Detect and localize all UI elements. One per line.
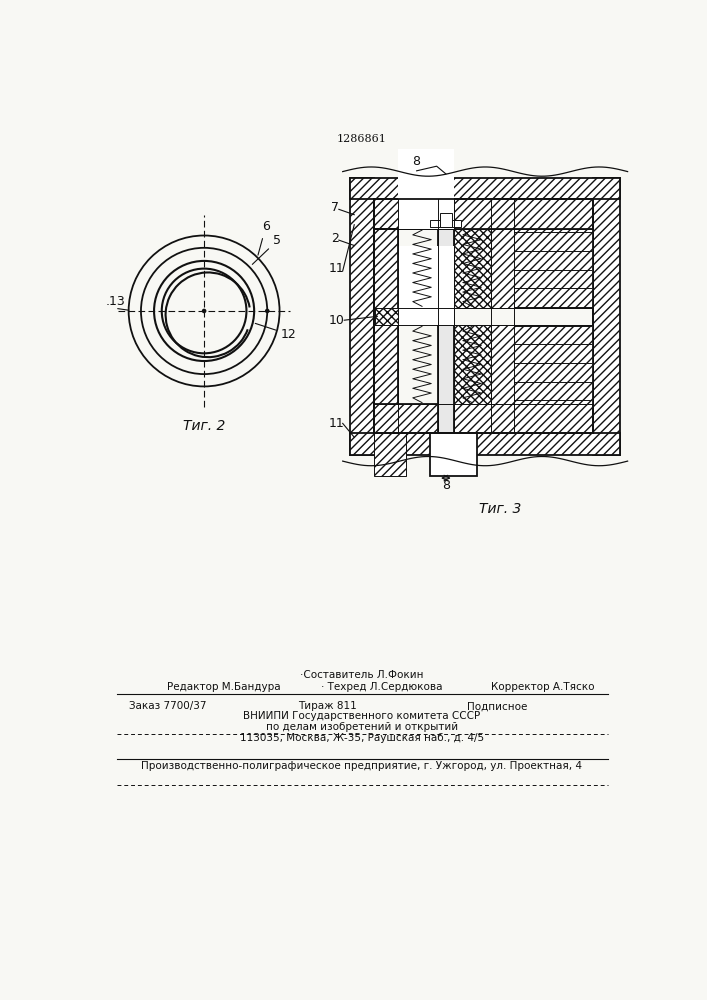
Bar <box>431 220 461 227</box>
Text: Τиг. 2: Τиг. 2 <box>183 419 226 433</box>
Text: ВНИИПИ Государственного комитета СССР: ВНИИПИ Государственного комитета СССР <box>243 711 481 721</box>
Text: Тираж 811: Тираж 811 <box>298 701 357 711</box>
Text: · Техред Л.Сердюкова: · Техред Л.Сердюкова <box>321 682 443 692</box>
Bar <box>351 178 373 455</box>
Circle shape <box>201 309 206 313</box>
Bar <box>351 433 620 455</box>
Text: 8: 8 <box>412 155 420 168</box>
Text: 2: 2 <box>331 232 339 245</box>
Text: 11: 11 <box>329 262 344 275</box>
Text: 7: 7 <box>331 201 339 214</box>
Bar <box>398 149 454 229</box>
Text: Подписное: Подписное <box>467 701 528 711</box>
Text: 8: 8 <box>442 479 450 492</box>
Bar <box>373 404 593 433</box>
Text: по делам изобретений и открытий: по делам изобретений и открытий <box>266 722 458 732</box>
Circle shape <box>265 309 269 313</box>
Text: Корректор А.Тяско: Корректор А.Тяско <box>491 682 594 692</box>
Bar <box>491 325 593 404</box>
Bar <box>431 433 477 476</box>
Bar <box>373 433 406 476</box>
Bar <box>454 325 491 404</box>
Bar <box>491 229 593 308</box>
Text: .13: .13 <box>105 295 125 308</box>
Bar <box>593 178 620 455</box>
Bar <box>373 229 398 404</box>
Bar <box>375 308 398 325</box>
Text: 12: 12 <box>255 323 297 341</box>
Text: 1286861: 1286861 <box>337 134 387 144</box>
Bar <box>351 178 620 199</box>
Bar <box>440 213 452 227</box>
Bar <box>398 246 454 325</box>
Bar <box>373 199 593 229</box>
Bar <box>454 229 491 308</box>
Text: Заказ 7700/37: Заказ 7700/37 <box>129 701 206 711</box>
Bar <box>438 199 454 433</box>
Text: Производственно-полиграфическое предприятие, г. Ужгород, ул. Проектная, 4: Производственно-полиграфическое предприя… <box>141 761 583 771</box>
Text: 5: 5 <box>252 234 281 264</box>
Text: Τиг. 3: Τиг. 3 <box>479 502 522 516</box>
Text: ·Составитель Л.Фокин: ·Составитель Л.Фокин <box>300 670 423 680</box>
Text: 10: 10 <box>329 314 345 327</box>
Text: 6: 6 <box>258 220 270 255</box>
Text: 11: 11 <box>329 417 344 430</box>
Text: 113035, Москва, Ж-35, Раушская наб., д. 4/5: 113035, Москва, Ж-35, Раушская наб., д. … <box>240 733 484 743</box>
Text: Редактор М.Бандура: Редактор М.Бандура <box>167 682 281 692</box>
